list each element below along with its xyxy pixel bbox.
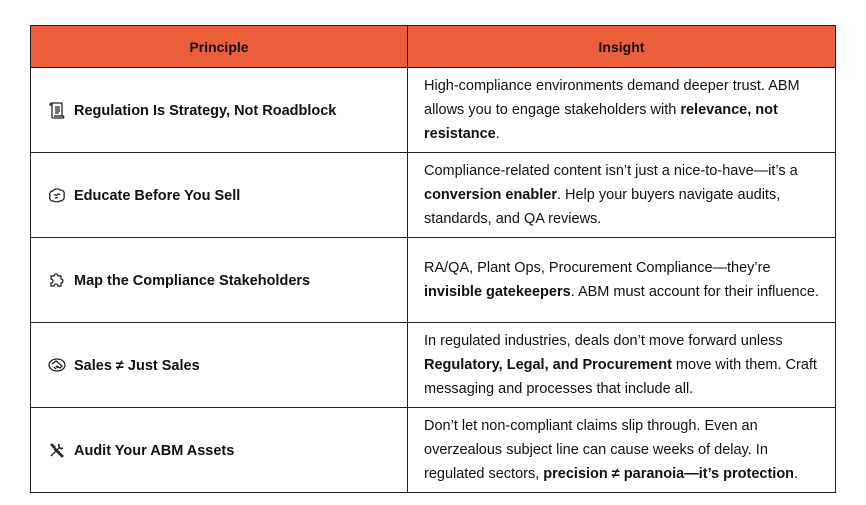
table-row: Map the Compliance Stakeholders RA/QA, Pl… xyxy=(30,237,836,323)
puzzle-icon xyxy=(48,271,66,289)
insight-emphasis: invisible gatekeepers xyxy=(424,284,571,300)
insight-emphasis: precision ≠ paranoia—it’s protection xyxy=(543,466,795,482)
principles-table: Principle Insight Regulation Is Strategy… xyxy=(30,25,836,493)
insight-emphasis: relevance, not resistance xyxy=(424,102,778,142)
header-principle: Principle xyxy=(30,25,408,68)
insight-text: . xyxy=(794,466,799,482)
insight-cell: In regulated industries, deals don’t mov… xyxy=(407,322,836,408)
insight-text: RA/QA, Plant Ops, Procurement Compliance… xyxy=(424,260,771,276)
header-row: Principle Insight xyxy=(30,25,836,68)
table-row: Sales ≠ Just Sales In regulated industrie… xyxy=(30,322,836,408)
principle-cell: Regulation Is Strategy, Not Roadblock xyxy=(30,67,408,153)
insight-cell: RA/QA, Plant Ops, Procurement Compliance… xyxy=(407,237,836,323)
header-insight: Insight xyxy=(407,25,836,68)
insight-emphasis: Regulatory, Legal, and Procurement xyxy=(424,357,672,373)
handshake-icon xyxy=(48,356,66,374)
insight-text: move with them. Craft messaging and proc… xyxy=(424,357,817,397)
principle-label: Map the Compliance Stakeholders xyxy=(74,273,311,289)
principle-cell: Sales ≠ Just Sales xyxy=(30,322,408,408)
insight-text: In regulated industries, deals don’t mov… xyxy=(424,333,783,349)
principle-cell: Map the Compliance Stakeholders xyxy=(30,237,408,323)
insight-text: . xyxy=(495,126,500,142)
insight-text: Don’t let non-compliant claims slip thro… xyxy=(424,418,768,482)
principle-label: Regulation Is Strategy, Not Roadblock xyxy=(74,103,337,119)
insight-text: High-compliance environments demand deep… xyxy=(424,78,800,118)
principle-label: Educate Before You Sell xyxy=(74,188,241,204)
insight-cell: Don’t let non-compliant claims slip thro… xyxy=(407,407,836,493)
insight-text: Compliance-related content isn’t just a … xyxy=(424,163,798,179)
principle-cell: Educate Before You Sell xyxy=(30,152,408,238)
table-row: Regulation Is Strategy, Not Roadblock Hig… xyxy=(30,67,836,153)
principle-label: Audit Your ABM Assets xyxy=(74,443,235,459)
insight-text: . ABM must account for their influence. xyxy=(570,284,819,300)
tools-icon xyxy=(48,441,66,459)
insight-text: . Help your buyers navigate audits, stan… xyxy=(424,187,781,227)
table-row: Educate Before You Sell Compliance-relate… xyxy=(30,152,836,238)
insight-emphasis: conversion enabler xyxy=(424,187,557,203)
insight-cell: High-compliance environments demand deep… xyxy=(407,67,836,153)
principle-label: Sales ≠ Just Sales xyxy=(74,358,200,374)
insight-cell: Compliance-related content isn’t just a … xyxy=(407,152,836,238)
table-row: Audit Your ABM Assets Don’t let non-compl… xyxy=(30,407,836,493)
scroll-icon xyxy=(48,101,66,119)
brain-icon xyxy=(48,186,66,204)
principle-cell: Audit Your ABM Assets xyxy=(30,407,408,493)
